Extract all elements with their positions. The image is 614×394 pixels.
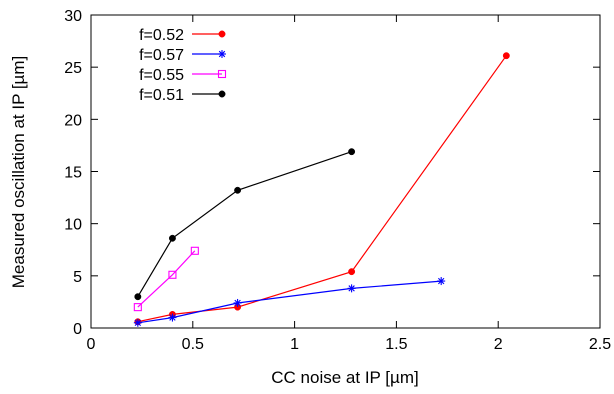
data-point <box>234 186 242 194</box>
x-tick-label: 1.5 <box>385 336 407 353</box>
y-tick-label: 15 <box>64 165 82 182</box>
data-point <box>133 303 142 312</box>
x-tick-label: 2 <box>494 336 503 353</box>
marker-stroke <box>348 285 355 292</box>
y-axis-label: Measured oscillation at IP [µm] <box>9 56 28 288</box>
legend-item: f=0.52 <box>139 27 226 44</box>
legend-item: f=0.57 <box>139 47 226 64</box>
marker-stroke <box>438 277 445 285</box>
legend-item: f=0.51 <box>139 87 226 104</box>
y-tick-label: 25 <box>64 60 82 77</box>
legend-label: f=0.52 <box>139 27 184 44</box>
legend-item: f=0.55 <box>139 67 227 84</box>
marker-stroke <box>234 299 241 307</box>
data-point <box>168 234 176 242</box>
marker-stroke <box>169 314 176 321</box>
data-point <box>233 298 242 307</box>
series-f-0-52 <box>134 52 510 326</box>
series-line <box>137 250 196 308</box>
legend-swatch-marker <box>218 30 226 38</box>
data-point <box>134 293 142 301</box>
series-layer <box>133 52 510 327</box>
data-point <box>437 277 446 286</box>
legend: f=0.52 f=0.57 f=0.55 f=0.51 <box>139 27 227 104</box>
data-point <box>190 246 199 255</box>
x-tick-label: 2.5 <box>589 336 611 353</box>
marker-stroke <box>134 319 142 326</box>
y-tick-label: 20 <box>64 112 82 129</box>
legend-label: f=0.57 <box>139 47 184 64</box>
legend-swatch-marker <box>218 50 226 58</box>
legend-label: f=0.51 <box>139 87 184 104</box>
x-tick-label: 1 <box>290 336 299 353</box>
y-tick-label: 30 <box>64 8 82 25</box>
data-point <box>502 52 510 60</box>
marker-stroke <box>218 50 226 58</box>
legend-label: f=0.55 <box>139 67 184 84</box>
data-point <box>348 148 356 156</box>
x-axis-label: CC noise at IP [µm] <box>271 368 418 387</box>
data-point <box>347 284 356 293</box>
y-tick-label: 5 <box>73 269 82 286</box>
data-point <box>348 268 356 276</box>
legend-swatch-marker <box>217 69 227 79</box>
x-tick-label: 0.5 <box>182 336 204 353</box>
y-tick-label: 0 <box>73 321 82 338</box>
data-point <box>133 318 142 327</box>
series-f-0-57 <box>133 277 446 327</box>
axis-ticks: 0 0.5 1 1.5 2 2.5 0 5 10 15 20 25 30 <box>64 8 611 353</box>
series-f-0-55 <box>133 246 199 312</box>
y-tick-label: 10 <box>64 217 82 234</box>
series-line <box>137 55 507 323</box>
series-line <box>137 280 442 324</box>
legend-swatch-marker <box>218 90 226 98</box>
data-point <box>168 270 177 279</box>
series-f-0-51 <box>134 148 356 301</box>
series-line <box>137 151 352 298</box>
x-tick-label: 0 <box>87 336 96 353</box>
data-point <box>168 313 177 322</box>
